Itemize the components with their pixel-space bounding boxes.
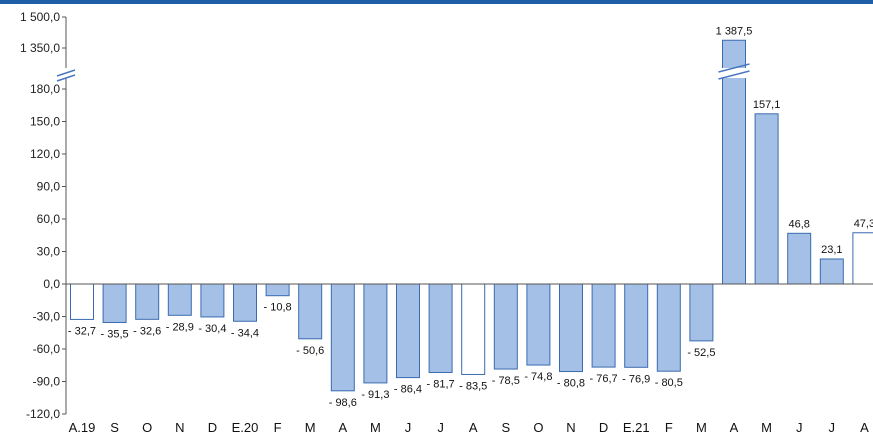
y-tick-label: 150,0 [30, 115, 60, 129]
bar [656, 283, 681, 372]
bar [428, 283, 453, 374]
y-axis: 1 500,0 1 350,0 180,0 150,0 120,0 90,0 60,0 30,… [20, 10, 76, 421]
x-tick-label: S [501, 420, 510, 435]
bar [330, 283, 355, 392]
x-tick-label: A [338, 420, 347, 435]
x-tick-label: M [761, 420, 772, 435]
y-tick-label: 60,0 [37, 212, 61, 226]
data-label: 46,8 [788, 218, 809, 230]
x-tick-label: E.20 [232, 420, 259, 435]
data-label: - 28,9 [166, 321, 194, 333]
data-label: - 50,6 [296, 345, 324, 357]
x-tick-label: A [730, 420, 739, 435]
bar [265, 283, 290, 297]
x-tick-label: M [370, 420, 381, 435]
bar [819, 258, 844, 285]
data-label: - 52,5 [687, 347, 715, 359]
data-label: 23,1 [821, 244, 842, 256]
y-tick-label: 0,0 [43, 277, 60, 291]
data-label: 157,1 [753, 99, 781, 111]
bar [787, 232, 812, 285]
x-tick-label: E.21 [623, 420, 650, 435]
data-label: - 86,4 [394, 384, 422, 396]
bars [70, 39, 873, 392]
bar-break-mark [718, 70, 750, 80]
y-tick-label: 120,0 [30, 147, 60, 161]
x-tick-label: A [860, 420, 869, 435]
x-tick-label: O [533, 420, 543, 435]
data-label: - 81,7 [427, 379, 455, 391]
axis-break-mark [56, 74, 76, 82]
bar [363, 283, 388, 384]
data-label: - 83,5 [459, 380, 487, 392]
bar [461, 283, 486, 375]
data-label: - 10,8 [264, 302, 292, 314]
x-tick-label: M [305, 420, 316, 435]
bar [298, 283, 323, 340]
bar [200, 283, 225, 318]
data-label: - 91,3 [361, 389, 389, 401]
x-tick-label: O [142, 420, 152, 435]
bar [396, 283, 420, 379]
y-tick-label: -30,0 [33, 310, 61, 324]
bar [689, 283, 714, 342]
x-tick-label: M [696, 420, 707, 435]
bar [493, 283, 518, 370]
data-label: - 32,7 [68, 325, 96, 337]
y-tick-label: 180,0 [30, 82, 60, 96]
data-label: - 35,5 [101, 328, 129, 340]
x-tick-label: A.19 [69, 420, 96, 435]
y-tick-label: 90,0 [37, 180, 61, 194]
bar-break-mark [718, 63, 750, 73]
data-label: 47,3 [854, 218, 873, 230]
bar [70, 283, 94, 320]
data-labels: - 32,7 - 35,5 - 32,6 - 28,9 - 30,4 - 34,4 - 10… [68, 25, 873, 409]
data-label: - 74,8 [524, 371, 552, 383]
top-rule [0, 0, 873, 4]
x-tick-label: F [274, 420, 282, 435]
bar-break-gap [719, 68, 749, 78]
x-tick-label: J [796, 420, 803, 435]
data-label: - 80,8 [557, 378, 585, 390]
bar [559, 283, 583, 373]
x-axis: A.19 S O N D E.20 F M A M J J A S O N D E.21 F M A M J J A [66, 283, 873, 435]
bar [233, 283, 257, 322]
x-tick-label: J [829, 420, 836, 435]
bar [754, 113, 779, 285]
y-tick-label: 1 350,0 [20, 41, 60, 55]
bar [102, 283, 127, 323]
x-tick-label: A [469, 420, 478, 435]
data-label: - 78,5 [492, 375, 520, 387]
data-label: - 30,4 [198, 323, 226, 335]
data-label: - 98,6 [329, 397, 357, 409]
data-label: - 80,5 [655, 377, 683, 389]
data-label: - 76,9 [622, 373, 650, 385]
data-label: 1 387,5 [716, 25, 753, 37]
axis-break-mark [56, 69, 76, 77]
x-tick-label: N [566, 420, 575, 435]
data-label: - 76,7 [590, 373, 618, 385]
bar [852, 232, 873, 285]
x-tick-label: S [110, 420, 119, 435]
data-label: - 34,4 [231, 327, 259, 339]
bar [624, 283, 649, 368]
x-tick-label: N [175, 420, 184, 435]
x-tick-label: J [437, 420, 444, 435]
data-label: - 32,6 [133, 325, 161, 337]
y-tick-label: 1 500,0 [20, 10, 60, 24]
y-tick-label: -120,0 [26, 407, 60, 421]
x-tick-label: J [405, 420, 412, 435]
bar [591, 283, 616, 368]
bar [526, 283, 551, 366]
bar [167, 283, 192, 316]
x-tick-label: D [599, 420, 608, 435]
y-tick-label: 30,0 [37, 245, 61, 259]
bar [135, 283, 160, 320]
x-tick-label: D [208, 420, 217, 435]
y-tick-label: -60,0 [33, 342, 61, 356]
x-tick-label: F [665, 420, 673, 435]
y-tick-label: -90,0 [33, 375, 61, 389]
